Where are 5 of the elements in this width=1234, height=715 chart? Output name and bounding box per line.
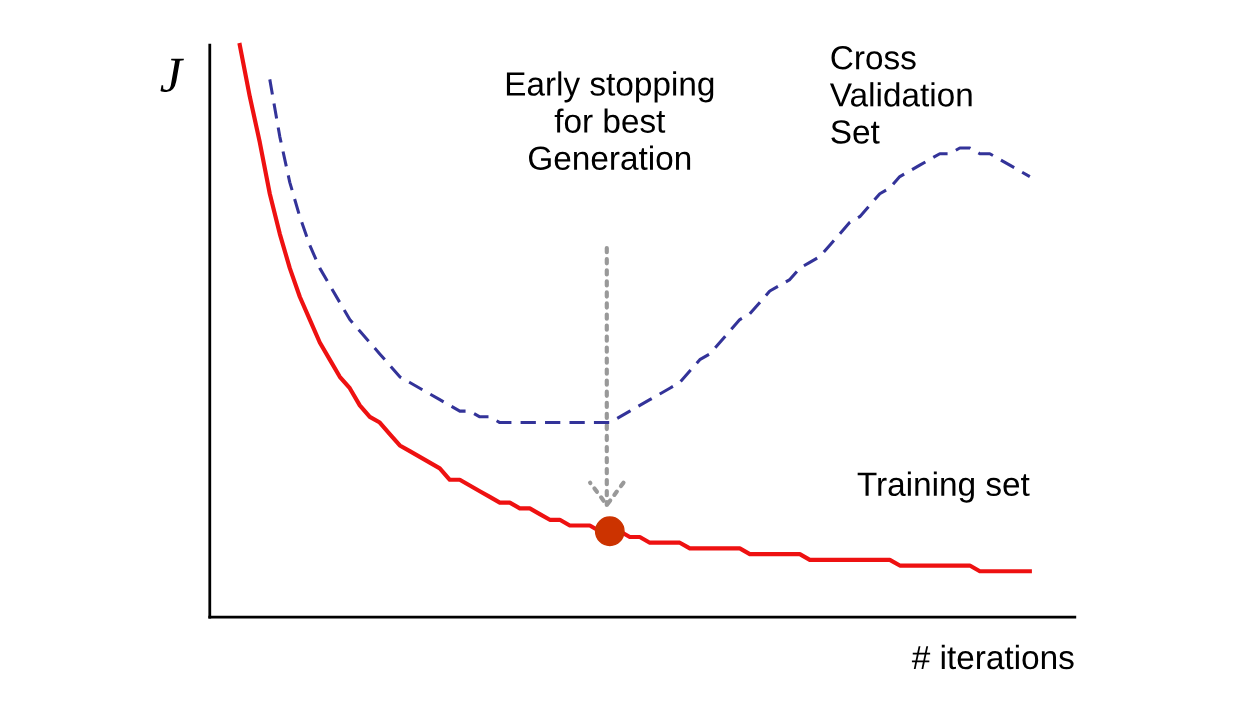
series-label: Training set xyxy=(857,471,1030,503)
annotation: Early stopping for best Generation xyxy=(506,71,714,171)
series-label: Cross Validation Set xyxy=(829,45,972,144)
x-axis-title: # iterations xyxy=(911,644,1074,670)
y-axis-title: J xyxy=(160,58,184,93)
